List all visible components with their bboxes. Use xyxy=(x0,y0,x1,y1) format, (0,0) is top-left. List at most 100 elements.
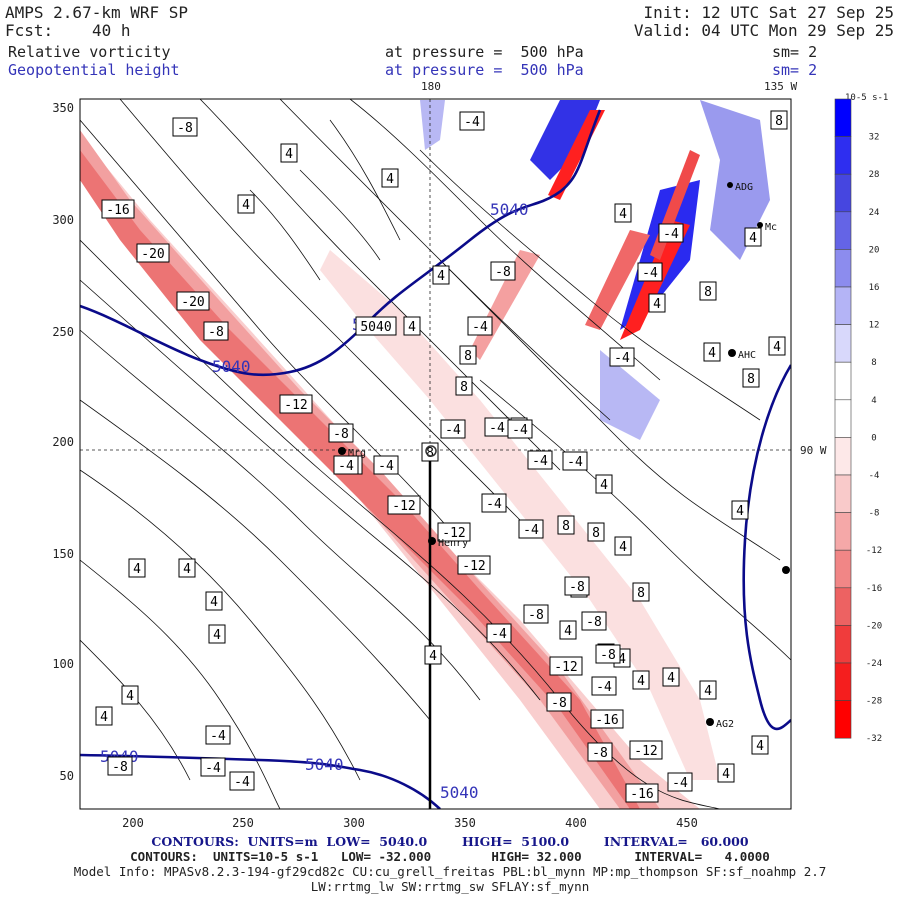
station-ag2[interactable]: AG2 xyxy=(706,718,734,730)
vort-label: -4 xyxy=(440,419,466,439)
field1-name: Relative vorticity xyxy=(8,43,171,61)
vort-label-text: -4 xyxy=(567,455,583,470)
vort-label: -8 xyxy=(328,423,354,443)
x-tick-label: 200 xyxy=(122,816,144,830)
vort-label-text: -4 xyxy=(489,421,505,436)
x-tick-label: 250 xyxy=(232,816,254,830)
colorbar-level: -20 xyxy=(866,621,882,631)
vort-label: -8 xyxy=(564,576,590,596)
vort-label: 8 xyxy=(699,281,717,301)
x-tick-label: 450 xyxy=(676,816,698,830)
vort-label: -8 xyxy=(203,321,229,341)
vort-label: 8 xyxy=(770,110,788,130)
vorticity-band-peak xyxy=(80,150,640,809)
station-ahc[interactable]: AHC xyxy=(728,349,756,361)
colorbar-level: 12 xyxy=(869,321,880,331)
footer-model-info-2: LW:rrtmg_lw SW:rrtmg_sw SFLAY:sf_mynn xyxy=(310,879,590,894)
plot-area: 5040 5040 5040 5040 5040 5040 -8444-4-16… xyxy=(80,99,791,809)
colorbar-swatch xyxy=(834,249,852,288)
vort-label-text: -4 xyxy=(445,423,461,438)
colorbar-level: -8 xyxy=(869,509,880,519)
vort-label: 4 xyxy=(237,194,255,214)
vort-label: 4 xyxy=(632,670,650,690)
footer-model-info: Model Info: MPASv8.2.3-194-gf29cd82c CU:… xyxy=(73,864,827,879)
vort-label-text: 4 xyxy=(285,147,293,162)
y-tick-label: 150 xyxy=(52,547,74,561)
colorbar-swatch xyxy=(834,136,852,175)
vort-label-text: -16 xyxy=(106,203,129,218)
vort-label-text: -8 xyxy=(495,265,511,280)
vort-label: -12 xyxy=(629,740,663,760)
station-unnamed[interactable] xyxy=(782,566,790,574)
vort-label: 4 xyxy=(424,645,442,665)
vort-label: -8 xyxy=(523,604,549,624)
colorbar-swatch xyxy=(834,700,852,739)
vort-label-text: 4 xyxy=(619,207,627,222)
vort-label-text: -4 xyxy=(532,454,548,469)
height-label-f: 5040 xyxy=(490,200,529,219)
vort-label-text: 4 xyxy=(126,689,134,704)
vort-label: -4 xyxy=(205,725,231,745)
colorbar-level: -32 xyxy=(866,734,882,744)
vort-label-text: 8 xyxy=(775,114,783,129)
vort-label: 4 xyxy=(432,265,450,285)
vort-label-text: 4 xyxy=(213,628,221,643)
colorbar-swatch xyxy=(834,98,852,137)
vort-label-text: 8 xyxy=(637,586,645,601)
vort-label-text: -8 xyxy=(586,615,602,630)
station-label: AHC xyxy=(738,350,756,361)
y-tick-label: 300 xyxy=(52,213,74,227)
vort-label: -4 xyxy=(481,493,507,513)
vort-label-text: 4 xyxy=(736,504,744,519)
vorticity-blue-patch-a xyxy=(530,100,600,180)
vort-label: 4 xyxy=(280,143,298,163)
vort-label-text: -4 xyxy=(523,523,539,538)
station-adg[interactable]: ADG xyxy=(727,182,753,193)
station-mrg[interactable]: Mrg xyxy=(338,447,366,459)
vort-label: -12 xyxy=(549,656,583,676)
vort-label-text: -4 xyxy=(472,320,488,335)
station-label: Mc xyxy=(765,222,777,233)
vort-label: -4 xyxy=(507,419,533,439)
vorticity-blue-patch-d xyxy=(600,350,660,440)
colorbar-swatch xyxy=(834,399,852,438)
vorticity-blue-patch-c xyxy=(700,100,770,260)
vort-label-text: -12 xyxy=(554,660,577,675)
vort-label-text: 4 xyxy=(708,346,716,361)
vort-label: -4 xyxy=(609,347,635,367)
vort-label: 4 xyxy=(178,558,196,578)
vort-label: -4 xyxy=(333,455,359,475)
vort-label: 4 xyxy=(703,342,721,362)
vort-label: 5040 xyxy=(355,316,397,336)
height-label-b: 5040 xyxy=(305,755,344,774)
vort-label: -4 xyxy=(591,676,617,696)
colorbar: 10-5 s-1 32 28 24 20 16 12 8 4 0 -4 -8 -12 -16 -20 -24… xyxy=(834,93,888,744)
x-tick-label: 400 xyxy=(565,816,587,830)
vort-label-text: 4 xyxy=(437,269,445,284)
vort-label-text: -4 xyxy=(596,680,612,695)
height-label-d: 5040 xyxy=(212,357,251,376)
colorbar-level: 4 xyxy=(871,396,876,406)
vort-label-text: 8 xyxy=(426,446,434,461)
meridian2-label: 135 W xyxy=(764,80,797,93)
vort-label: -4 xyxy=(229,771,255,791)
vort-label-text: 8 xyxy=(592,526,600,541)
station-mc[interactable]: Mc xyxy=(757,222,777,233)
vort-label-text: 4 xyxy=(100,710,108,725)
vort-label-text: -4 xyxy=(491,627,507,642)
footer-vorticity-contours: CONTOURS: UNITS=10-5 s-1 LOW= -32.000 HI… xyxy=(130,849,770,864)
y-tick-label: 50 xyxy=(60,769,74,783)
colorbar-level: 0 xyxy=(871,433,876,443)
vort-label: 4 xyxy=(717,763,735,783)
vort-label-text: -8 xyxy=(177,121,193,136)
vort-label: -4 xyxy=(527,450,553,470)
vort-label-text: 4 xyxy=(653,297,661,312)
vort-label: 4 xyxy=(648,293,666,313)
colorbar-swatch xyxy=(834,361,852,401)
vort-label-text: 4 xyxy=(133,562,141,577)
colorbar-swatch xyxy=(834,211,852,250)
field1-smooth: sm= 2 xyxy=(772,43,818,61)
station-henry[interactable]: Henry xyxy=(428,537,468,549)
vort-label-text: -12 xyxy=(284,398,307,413)
